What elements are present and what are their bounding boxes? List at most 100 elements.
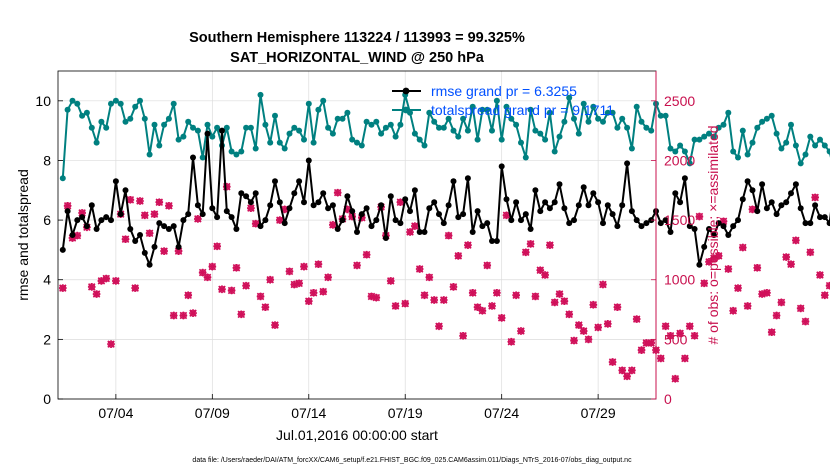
- spread-point: [112, 97, 119, 104]
- obs-assimilated-point: [459, 331, 467, 340]
- obs-assimilated-point: [758, 290, 766, 298]
- rmse-point: [532, 187, 539, 194]
- spread-point: [503, 103, 510, 110]
- obs-assimilated-point: [333, 188, 342, 197]
- obs-assimilated-point: [743, 302, 752, 310]
- spread-point: [185, 118, 192, 125]
- spread-point: [320, 97, 327, 104]
- rmse-point: [614, 223, 621, 230]
- spread-point: [498, 136, 505, 143]
- rmse-point: [334, 226, 341, 232]
- rmse-point: [368, 223, 375, 230]
- spread-point: [681, 148, 688, 155]
- obs-assimilated-point: [203, 273, 212, 282]
- obs-assimilated-point: [242, 281, 250, 290]
- rmse-point: [561, 205, 568, 212]
- obs-assimilated-point: [391, 302, 400, 310]
- obs-assimilated-point: [536, 266, 545, 275]
- rmse-point: [783, 199, 790, 206]
- obs-assimilated-point: [502, 211, 511, 220]
- spread-point: [595, 115, 602, 122]
- rmse-point: [585, 202, 592, 209]
- spread-point: [609, 109, 616, 116]
- rmse-point: [821, 214, 828, 221]
- rmse-point: [416, 229, 423, 235]
- rmse-point: [436, 211, 442, 218]
- obs-assimilated-point: [169, 311, 178, 320]
- spread-point: [677, 142, 684, 149]
- spread-point: [257, 91, 264, 98]
- spread-point: [783, 139, 790, 146]
- rmse-point: [108, 217, 114, 224]
- rmse-point: [802, 220, 809, 227]
- spread-point: [214, 124, 221, 131]
- obs-assimilated-point: [444, 231, 453, 240]
- spread-point: [276, 139, 283, 146]
- rmse-point: [132, 238, 139, 244]
- rmse-point: [580, 184, 587, 191]
- obs-assimilated-point: [685, 322, 694, 331]
- legend-rmse-marker: [402, 87, 410, 95]
- obs-assimilated-point: [145, 229, 154, 238]
- obs-assimilated-point: [189, 309, 197, 317]
- spread-point: [305, 100, 312, 107]
- obs-assimilated-point: [406, 228, 414, 236]
- spread-point: [387, 121, 394, 128]
- rmse-point: [354, 229, 360, 235]
- spread-point: [325, 124, 332, 131]
- spread-point: [768, 112, 775, 119]
- spread-point: [590, 103, 597, 110]
- spread-point: [180, 133, 187, 140]
- obs-assimilated-point: [131, 284, 140, 292]
- obs-assimilated-point: [78, 209, 86, 217]
- rmse-point: [219, 127, 225, 134]
- obs-assimilated-point: [632, 315, 641, 323]
- spread-point: [759, 118, 766, 125]
- obs-assimilated-point: [251, 219, 260, 228]
- obs-assimilated-point: [73, 231, 82, 240]
- spread-point: [79, 112, 86, 119]
- rmse-point: [638, 223, 645, 230]
- spread-point: [431, 118, 438, 125]
- rmse-point: [546, 205, 553, 212]
- rmse-point: [74, 217, 81, 224]
- obs-assimilated-point: [140, 211, 149, 220]
- obs-assimilated-point: [753, 263, 762, 272]
- obs-assimilated-point: [425, 273, 434, 282]
- rmse-point: [209, 205, 216, 212]
- spread-point: [508, 115, 515, 122]
- spread-point: [416, 136, 423, 143]
- obs-assimilated-point: [574, 321, 583, 329]
- spread-point: [600, 118, 606, 125]
- spread-point: [243, 124, 250, 131]
- obs-assimilated-point: [343, 205, 352, 214]
- obs-assimilated-point: [719, 217, 728, 226]
- obs-assimilated-point: [227, 286, 236, 295]
- rmse-point: [792, 181, 799, 188]
- rmse-point: [595, 199, 602, 206]
- rmse-point: [619, 202, 626, 209]
- rmse-point: [455, 214, 462, 221]
- rmse-point: [83, 223, 90, 230]
- rmse-point: [657, 220, 664, 227]
- obs-assimilated-point: [314, 260, 323, 269]
- spread-point: [489, 127, 495, 134]
- obs-assimilated-point: [396, 198, 405, 207]
- spread-point: [392, 133, 399, 140]
- rmse-point: [262, 217, 269, 224]
- obs-assimilated-point: [411, 222, 419, 230]
- spread-point: [657, 112, 664, 119]
- obs-assimilated-point: [526, 240, 535, 248]
- spread-point: [633, 103, 640, 110]
- rmse-point: [527, 226, 534, 232]
- obs-assimilated-point: [734, 284, 742, 292]
- obs-assimilated-point: [439, 296, 448, 304]
- obs-assimilated-point: [777, 298, 786, 307]
- obs-assimilated-point: [550, 298, 559, 307]
- obs-assimilated-point: [430, 296, 439, 304]
- rmse-point: [575, 202, 582, 209]
- spread-point: [604, 109, 611, 116]
- rmse-point: [489, 238, 495, 244]
- rmse-point: [397, 220, 404, 227]
- obs-assimilated-point: [420, 291, 429, 300]
